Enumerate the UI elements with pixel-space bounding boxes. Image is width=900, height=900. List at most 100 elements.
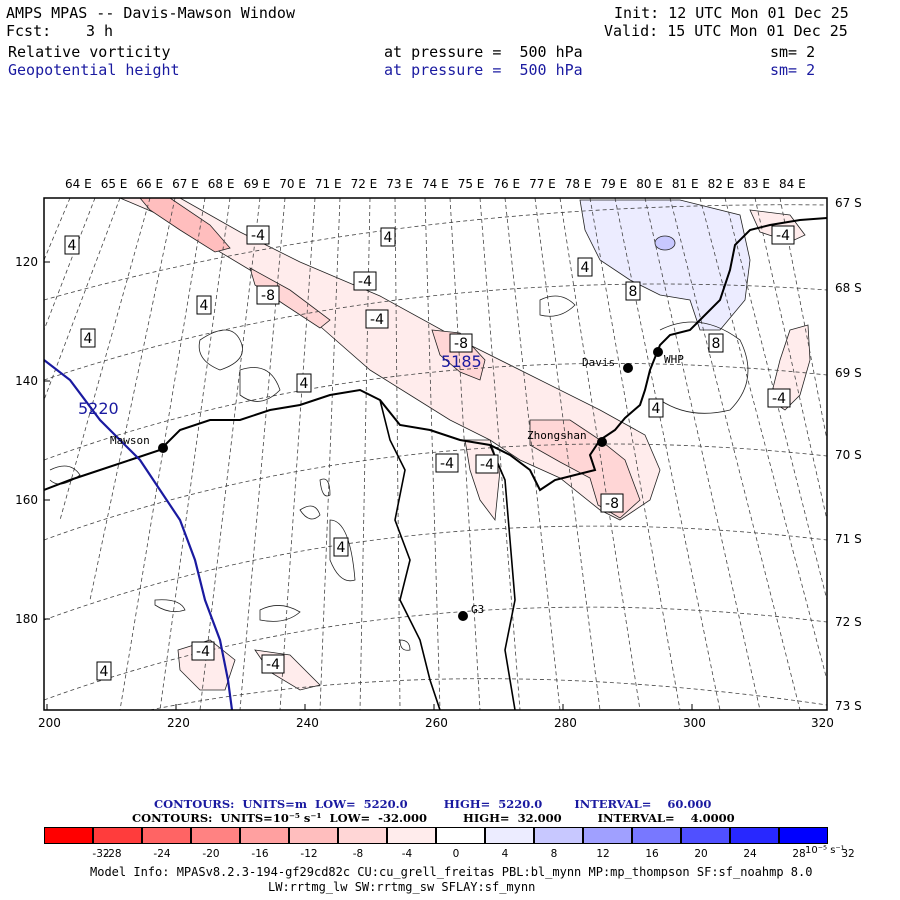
- vorticity-label: 4: [652, 401, 661, 417]
- lon-label: 83 E: [743, 177, 770, 191]
- height-label-5185: 5185: [441, 352, 482, 371]
- vorticity-label-box: [577, 257, 593, 277]
- colorbar-swatch: [142, 827, 191, 844]
- vorticity-label: -4: [196, 644, 210, 660]
- vorticity-label-box: [767, 388, 791, 408]
- station-mawson-label: Mawson: [110, 434, 150, 447]
- vorticity-label-box: [708, 333, 724, 353]
- vorticity-label: 4: [68, 238, 77, 254]
- lon-label: 81 E: [671, 177, 699, 191]
- vorticity-label: 8: [629, 284, 638, 300]
- colorbar-label: -20: [202, 848, 220, 860]
- field1-sm: sm= 2: [770, 43, 816, 61]
- vorticity-label: 4: [84, 331, 93, 347]
- colorbar-swatch: [44, 827, 93, 844]
- field2-sm: sm= 2: [770, 61, 816, 79]
- colorbar-label: -28: [104, 848, 122, 860]
- lon-label: 74 E: [422, 177, 449, 191]
- field2-level: at pressure = 500 hPa: [384, 61, 583, 79]
- colorbar-swatch: [436, 827, 485, 844]
- vorticity-negative-mid: [464, 439, 501, 522]
- coastline: [44, 217, 827, 492]
- vorticity-label-box: [648, 398, 664, 418]
- vorticity-label: -4: [772, 391, 786, 407]
- lon-label: 71 E: [314, 177, 342, 191]
- lon-label: 79 E: [600, 177, 628, 191]
- colorbar-label: -8: [352, 848, 364, 860]
- vorticity-label: -4: [251, 228, 265, 244]
- vorticity-positive-core: [654, 235, 676, 251]
- lon-label: 64 E: [65, 177, 92, 191]
- lon-label: 75 E: [457, 177, 485, 191]
- model-info-line1: Model Info: MPASv8.2.3-194-gf29cd82c CU:…: [90, 865, 813, 879]
- vorticity-positive-region: [579, 199, 751, 331]
- vorticity-label: -8: [261, 288, 275, 304]
- x-tick-label: 320: [811, 716, 834, 730]
- lon-label: 77 E: [529, 177, 556, 191]
- colorbar-label: 28: [792, 848, 806, 860]
- colorbar-label: -16: [251, 848, 269, 860]
- lon-label: 69 E: [243, 177, 271, 191]
- colorbar-label: -32: [92, 848, 110, 860]
- vorticity-label: 4: [200, 298, 209, 314]
- vorticity-label-box: [449, 333, 473, 353]
- station-whp-label: WHP: [664, 353, 684, 366]
- vorticity-label: 8: [712, 336, 721, 352]
- lat-label: 73 S: [835, 699, 862, 713]
- vorticity-contours: [49, 295, 749, 651]
- lat-label: 67 S: [835, 196, 862, 210]
- x-tick-label: 240: [296, 716, 319, 730]
- map-frame: [43, 197, 828, 711]
- lon-label: 70 E: [279, 177, 306, 191]
- vorticity-label-box: [475, 454, 499, 474]
- model-info-line2: LW:rrtmg_lw SW:rrtmg_sw SFLAY:sf_mynn: [268, 880, 536, 894]
- colorbar-units: 10⁻⁵ s⁻¹: [805, 845, 845, 856]
- x-tick-label: 200: [38, 716, 61, 730]
- colorbar-label: 8: [550, 848, 558, 860]
- station-davis-label: Davis: [582, 356, 615, 369]
- field1-name: Relative vorticity: [8, 43, 171, 61]
- colorbar-label: 16: [645, 848, 659, 860]
- x-tick-label: 260: [425, 716, 448, 730]
- lon-label: 68 E: [207, 177, 235, 191]
- vorticity-label: 4: [337, 540, 346, 556]
- vorticity-label-box: [64, 235, 80, 255]
- ice-shelf-line: [379, 399, 441, 710]
- station-whp-marker: [653, 347, 663, 357]
- vorticity-label-box: [261, 654, 285, 674]
- lat-label: 72 S: [835, 615, 862, 629]
- lon-label: 78 E: [564, 177, 592, 191]
- vorticity-label-box: [380, 227, 396, 247]
- fcst-label: Fcst:: [6, 22, 52, 40]
- lon-label: 72 E: [350, 177, 378, 191]
- y-tick-label: 140: [15, 374, 38, 388]
- lon-label: 73 E: [386, 177, 413, 191]
- x-tick-label: 220: [167, 716, 190, 730]
- vorticity-label-box: [196, 295, 212, 315]
- vorticity-negative-core3: [431, 329, 486, 381]
- vorticity-labels: 4 -4 4 4 -4 4 4 -8 -4 -4 8 8 4 -8 4 -4 -4 -4 -8 4 -4 -4 4: [64, 225, 795, 681]
- vorticity-label: 4: [581, 260, 590, 276]
- axis-ticks: [44, 261, 693, 710]
- colorbar-swatch: [534, 827, 583, 844]
- ice-shelf-line-2: [489, 444, 516, 710]
- vorticity-label: -4: [370, 312, 384, 328]
- field1-level: at pressure = 500 hPa: [384, 43, 583, 61]
- colorbar-swatch: [289, 827, 338, 844]
- colorbar-swatch: [338, 827, 387, 844]
- vorticity-label: 4: [100, 664, 109, 680]
- vorticity-label-box: [333, 537, 349, 557]
- valid-time: Valid: 15 UTC Mon 01 Dec 25: [604, 22, 848, 40]
- colorbar-label: -24: [153, 848, 171, 860]
- y-tick-label: 180: [15, 612, 38, 626]
- x-tick-label: 300: [683, 716, 706, 730]
- y-tick-label: 160: [15, 493, 38, 507]
- colorbar-swatch: [681, 827, 730, 844]
- lon-label: 66 E: [136, 177, 164, 191]
- colorbar-label: 20: [694, 848, 708, 860]
- vorticity-label: 4: [384, 230, 393, 246]
- vorticity-label: -4: [358, 274, 372, 290]
- map-content: [44, 198, 827, 710]
- vorticity-label-box: [435, 453, 459, 473]
- colorbar-swatch: [632, 827, 681, 844]
